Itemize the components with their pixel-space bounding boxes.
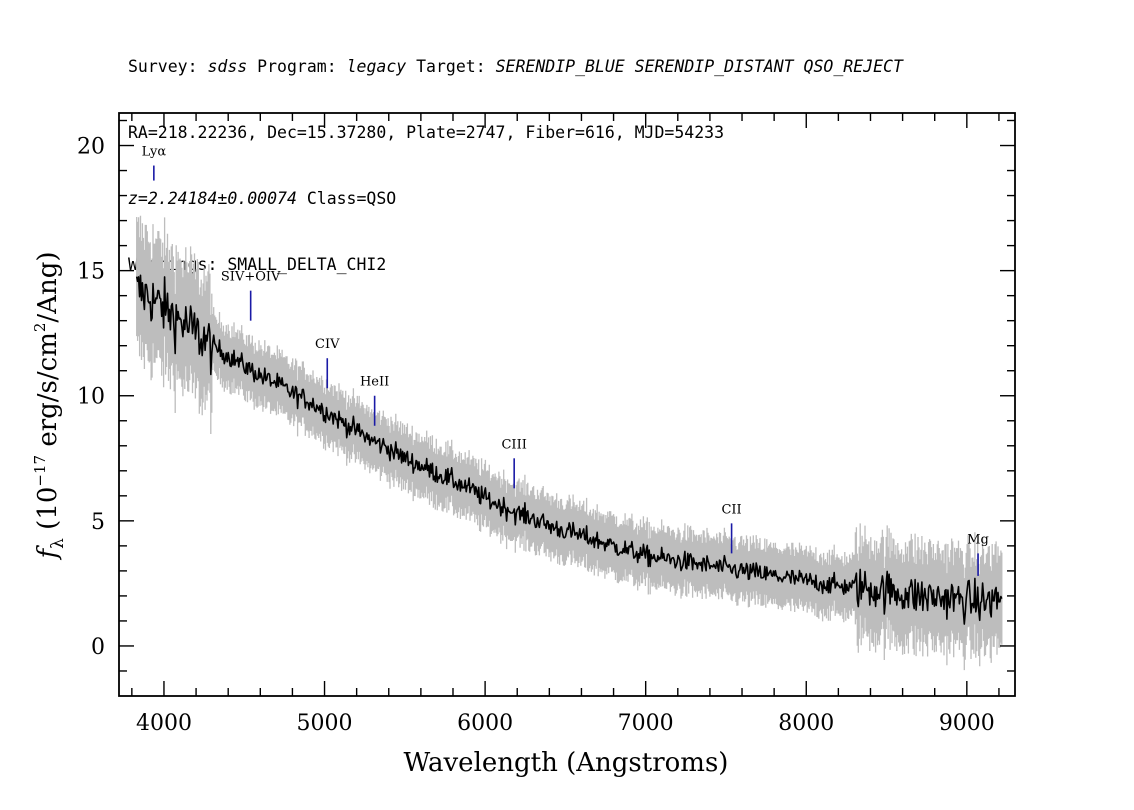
flux-layer (135, 274, 1003, 625)
y-tick-label: 15 (77, 260, 105, 285)
emission-line-label: Mg (967, 532, 989, 547)
y-axis-title: fλ (10−17 erg/s/cm2/Ang) (31, 252, 68, 561)
header-line-2: RA=218.22236, Dec=15.37280, Plate=2747, … (128, 123, 725, 142)
survey-value: sdss (207, 57, 248, 76)
header-line-3: z=2.24184±0.00074 Class=QSO (128, 188, 903, 210)
x-tick-label: 6000 (457, 711, 513, 736)
y-axis-subscript: λ (48, 538, 68, 549)
emission-line-label: CIV (315, 337, 340, 352)
spectrum-header: Survey: sdss Program: legacy Target: SER… (128, 12, 903, 298)
plot-frame (118, 112, 1016, 697)
emission-line-label: SIV+OIV (221, 270, 281, 285)
target-value: SERENDIP_BLUE SERENDIP_DISTANT QSO_REJEC… (495, 57, 903, 76)
redshift-value: z=2.24184±0.00074 (128, 189, 297, 208)
y-tick-label: 10 (77, 385, 105, 410)
x-tick-label: 7000 (618, 711, 674, 736)
y-tick-label: 0 (91, 635, 105, 660)
emission-line-label: CIII (501, 437, 526, 452)
y-axis-units: erg/s/cm (33, 332, 63, 455)
y-axis-units-exponent: 2 (31, 323, 49, 333)
program-label: Program: (247, 57, 347, 76)
emission-line-label: Lyα (142, 145, 167, 160)
axes-layer: 4000 5000 6000 7000 8000 9000 0 5 10 15 20 (77, 112, 1016, 736)
y-axis-scale: (10 (33, 487, 63, 539)
y-axis-units-end: /Ang) (33, 252, 63, 323)
emission-line-label: HeII (360, 375, 389, 390)
flux-series-line (135, 274, 1003, 625)
x-tick-label: 5000 (297, 711, 353, 736)
survey-label: Survey: (128, 57, 208, 76)
program-value: legacy (346, 57, 407, 76)
class-text: Class=QSO (296, 189, 397, 208)
x-tick-label: 8000 (778, 711, 834, 736)
x-axis-title: Wavelength (Angstroms) (404, 748, 729, 778)
target-label: Target: (406, 57, 496, 76)
x-tick-label: 9000 (939, 711, 995, 736)
emission-line-layer: Lyα SIV+OIV CIV HeII CIII CII Mg (142, 145, 989, 576)
y-axis-exponent: −17 (31, 455, 49, 487)
y-tick-label: 5 (91, 510, 105, 535)
y-tick-label: 20 (77, 135, 105, 160)
emission-line-label: CII (721, 502, 741, 517)
x-tick-label: 4000 (136, 711, 192, 736)
header-line-1: Survey: sdss Program: legacy Target: SER… (128, 56, 903, 78)
